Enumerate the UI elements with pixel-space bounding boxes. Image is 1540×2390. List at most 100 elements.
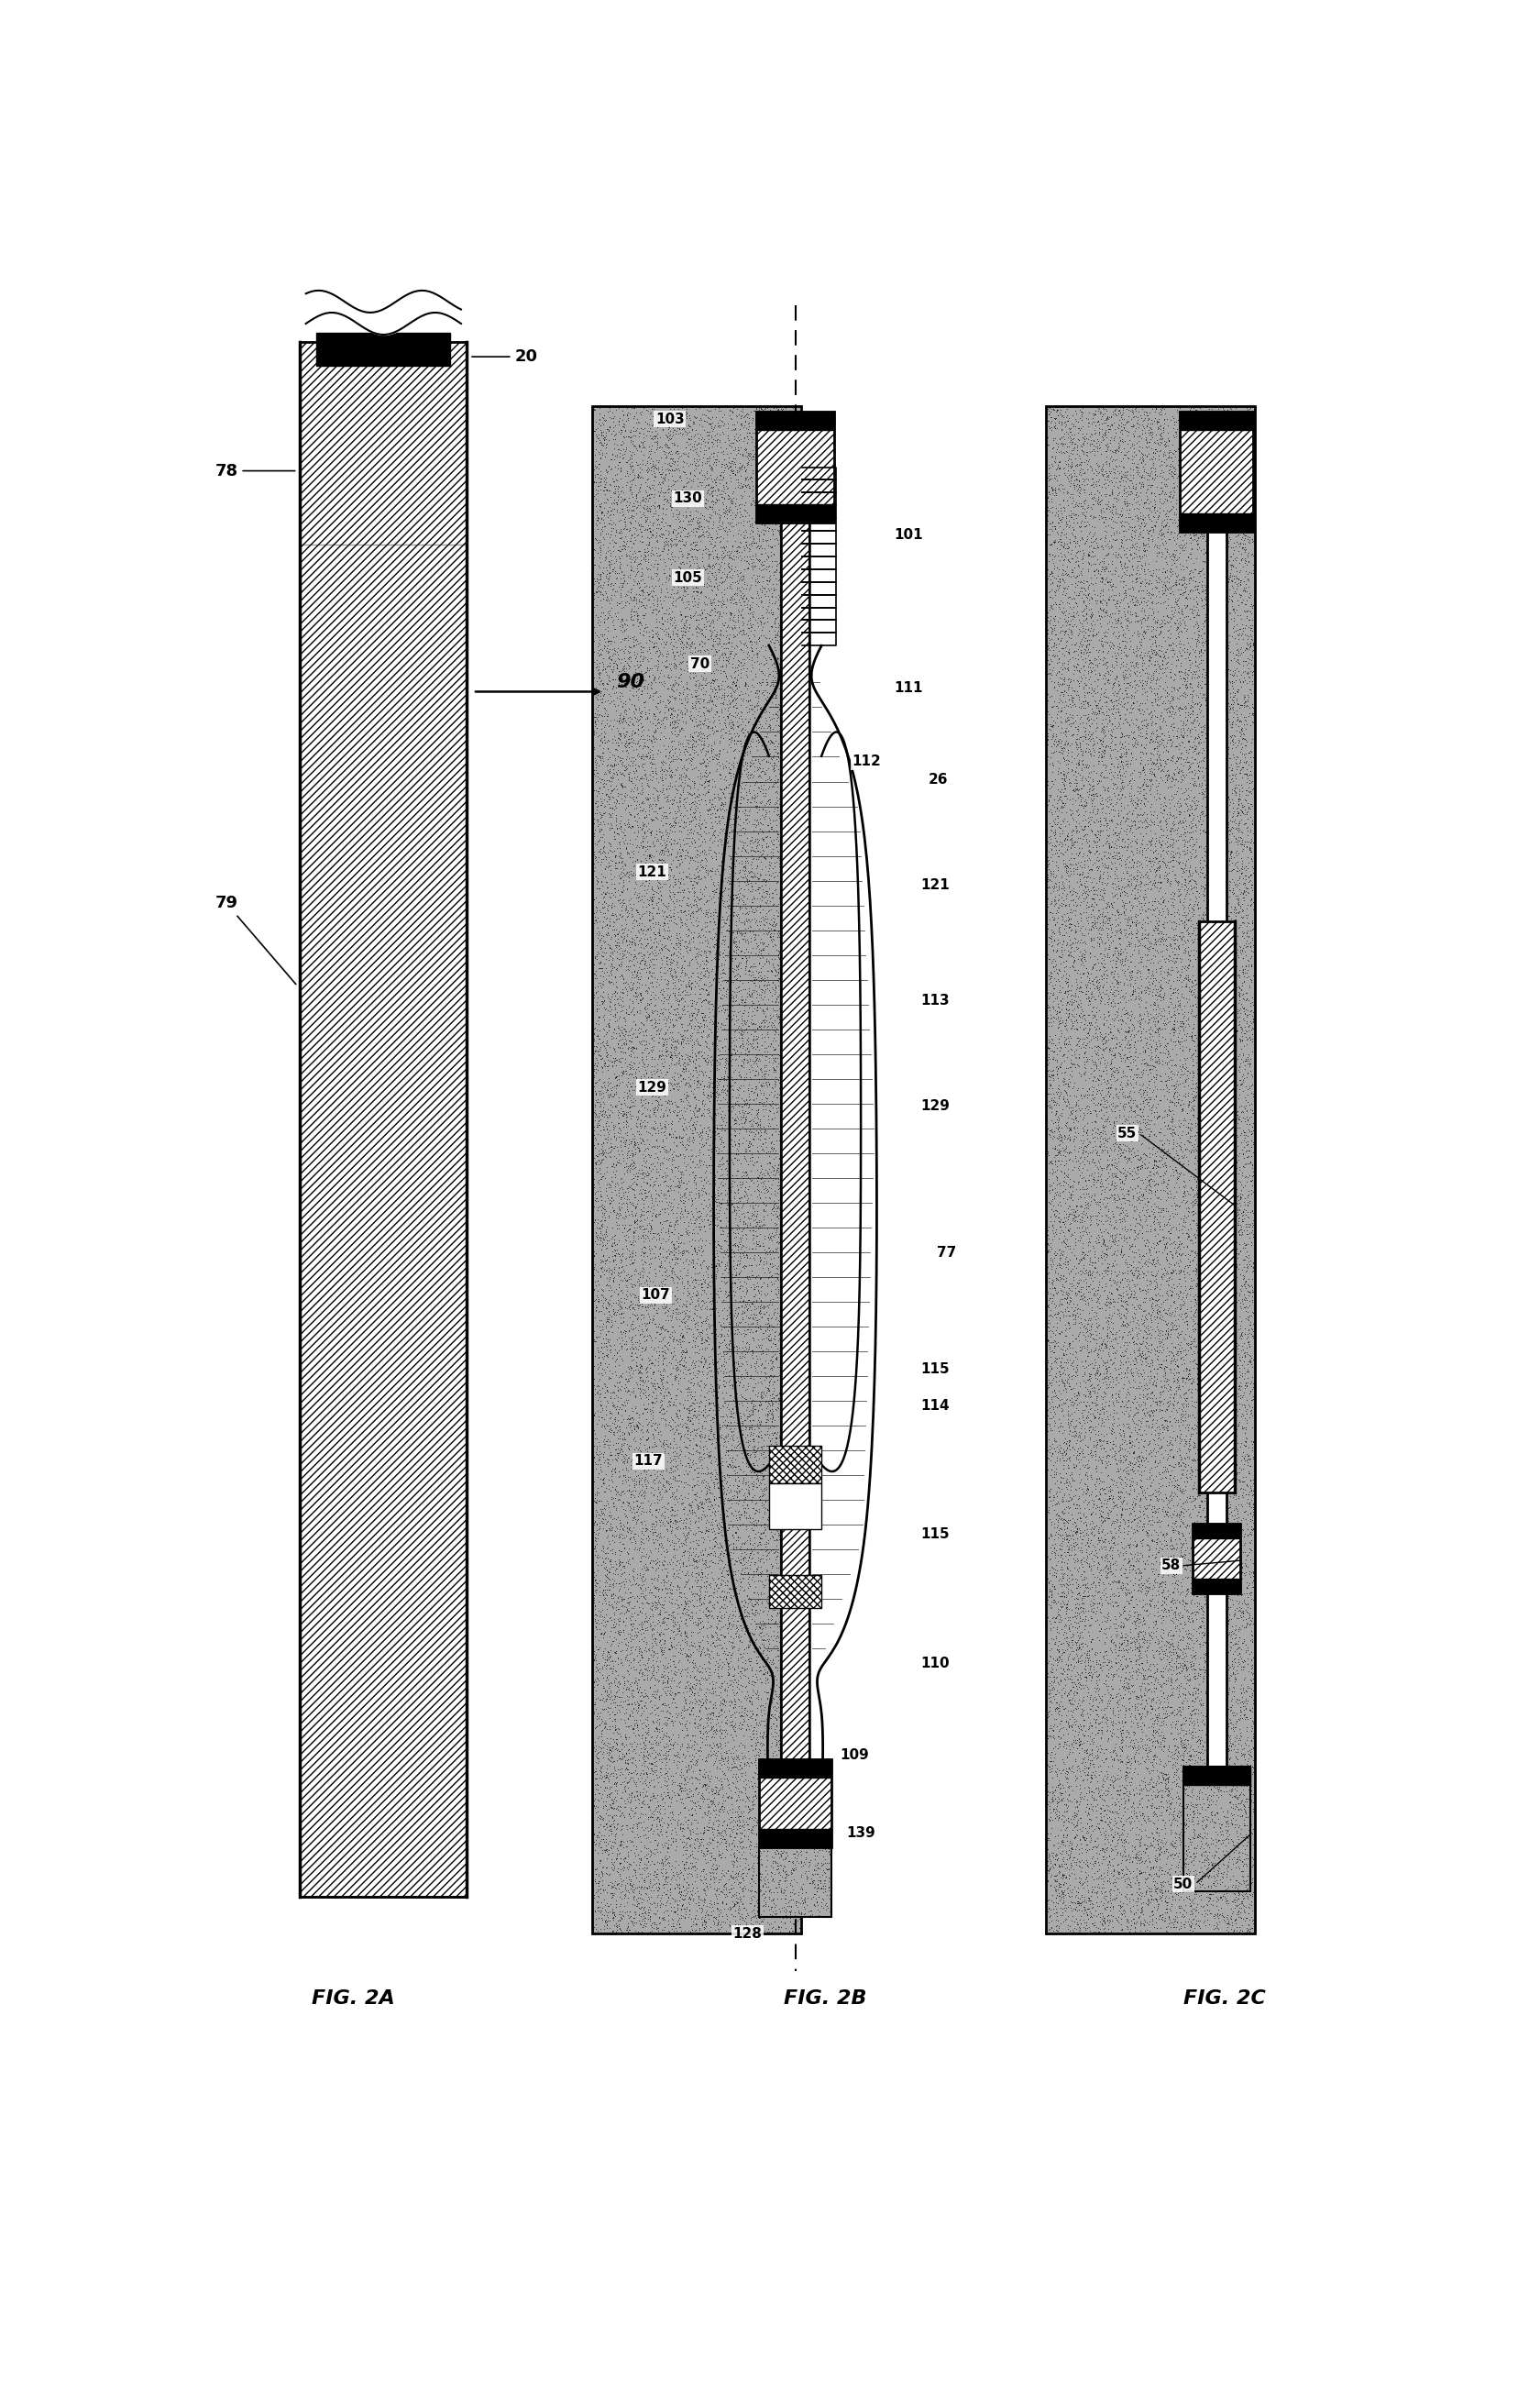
Point — [614, 1444, 639, 1482]
Point — [607, 1346, 631, 1384]
Point — [738, 891, 762, 930]
Point — [1227, 428, 1252, 466]
Point — [659, 488, 684, 526]
Point — [605, 648, 630, 686]
Point — [594, 480, 619, 519]
Point — [605, 1286, 630, 1324]
Point — [614, 946, 639, 985]
Point — [621, 856, 645, 894]
Point — [1106, 667, 1130, 705]
Point — [1056, 1195, 1081, 1233]
Point — [1232, 688, 1257, 727]
Point — [1238, 1766, 1263, 1804]
Point — [768, 1733, 793, 1771]
Point — [662, 997, 687, 1035]
Point — [584, 870, 608, 908]
Point — [701, 612, 725, 650]
Point — [1146, 476, 1170, 514]
Point — [642, 1365, 667, 1403]
Point — [779, 514, 804, 552]
Point — [1044, 1190, 1069, 1228]
Point — [1138, 1295, 1163, 1334]
Point — [1070, 1446, 1095, 1484]
Point — [1220, 1142, 1244, 1181]
Point — [1141, 1362, 1166, 1401]
Point — [1115, 1197, 1140, 1236]
Point — [1121, 1451, 1146, 1489]
Point — [1227, 1907, 1252, 1945]
Point — [761, 1754, 785, 1792]
Point — [611, 1546, 636, 1585]
Point — [704, 1109, 728, 1147]
Point — [1224, 681, 1249, 719]
Point — [785, 1582, 810, 1620]
Point — [1056, 1121, 1081, 1159]
Point — [582, 1907, 607, 1945]
Point — [722, 1040, 747, 1078]
Point — [1214, 1011, 1238, 1049]
Point — [1144, 430, 1169, 468]
Point — [704, 519, 728, 557]
Point — [696, 1637, 721, 1675]
Point — [1169, 1358, 1194, 1396]
Point — [1049, 1119, 1073, 1157]
Point — [1056, 1515, 1081, 1554]
Point — [1149, 815, 1173, 853]
Point — [1170, 1286, 1195, 1324]
Point — [1116, 612, 1141, 650]
Point — [1149, 1879, 1173, 1917]
Point — [728, 1267, 753, 1305]
Point — [695, 891, 719, 930]
Point — [684, 891, 708, 930]
Point — [1234, 1795, 1258, 1833]
Point — [1137, 1451, 1161, 1489]
Point — [1166, 1142, 1190, 1181]
Point — [752, 1200, 776, 1238]
Point — [1107, 1410, 1132, 1448]
Point — [1220, 1685, 1244, 1723]
Point — [1161, 1245, 1186, 1283]
Point — [1069, 1840, 1093, 1879]
Point — [1049, 896, 1073, 934]
Point — [1206, 882, 1230, 920]
Point — [588, 1329, 613, 1367]
Point — [1192, 1800, 1217, 1838]
Point — [1192, 1585, 1217, 1623]
Point — [1178, 820, 1203, 858]
Point — [698, 1291, 722, 1329]
Point — [634, 1549, 659, 1587]
Point — [767, 1116, 792, 1154]
Point — [594, 782, 619, 820]
Point — [1189, 1068, 1214, 1107]
Point — [588, 1489, 613, 1527]
Point — [690, 1620, 715, 1659]
Point — [1104, 1145, 1129, 1183]
Point — [588, 817, 613, 856]
Point — [1232, 961, 1257, 999]
Point — [608, 641, 633, 679]
Bar — [1183, 1766, 1250, 1890]
Point — [1130, 920, 1155, 958]
Point — [1207, 1350, 1232, 1389]
Point — [1235, 1116, 1260, 1154]
Point — [1093, 1303, 1118, 1341]
Point — [727, 851, 752, 889]
Point — [616, 617, 641, 655]
Point — [624, 600, 648, 638]
Point — [1235, 1879, 1260, 1917]
Point — [693, 1195, 718, 1233]
Point — [1178, 1886, 1203, 1924]
Point — [1220, 1728, 1244, 1766]
Point — [1147, 968, 1172, 1006]
Point — [1186, 1185, 1210, 1224]
Point — [1055, 1219, 1080, 1257]
Point — [631, 1907, 656, 1945]
Point — [627, 492, 651, 531]
Point — [608, 1718, 633, 1757]
Point — [724, 1831, 748, 1869]
Point — [755, 741, 779, 779]
Point — [687, 851, 711, 889]
Point — [1203, 734, 1227, 772]
Point — [1090, 454, 1115, 492]
Point — [678, 1087, 702, 1126]
